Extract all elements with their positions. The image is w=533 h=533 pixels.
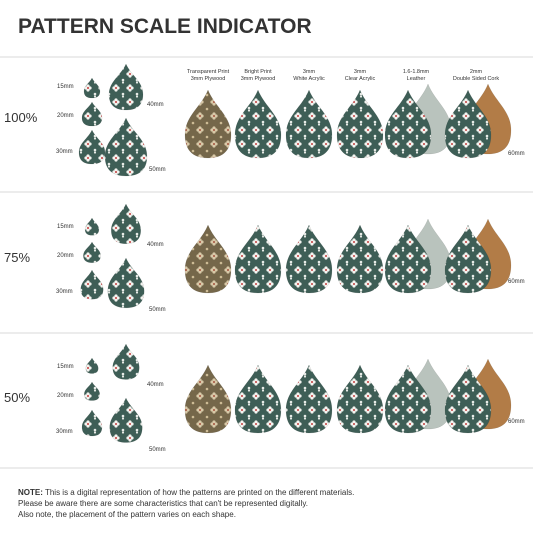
material-label: Transparent Print bbox=[187, 69, 230, 75]
teardrop bbox=[109, 397, 143, 443]
material-label: Bright Print bbox=[244, 69, 272, 75]
teardrop bbox=[384, 224, 432, 294]
teardrop bbox=[384, 89, 432, 159]
teardrop bbox=[336, 224, 384, 294]
teardrop bbox=[336, 364, 384, 434]
size-label: 50mm bbox=[149, 307, 166, 313]
size-label: 30mm bbox=[56, 429, 73, 435]
material-label: 3mm Plywood bbox=[191, 76, 226, 82]
teardrop bbox=[285, 364, 333, 434]
size-label: 15mm bbox=[57, 224, 74, 230]
material-label: 3mm bbox=[354, 69, 367, 75]
note-line: Also note, the placement of the pattern … bbox=[18, 510, 236, 519]
teardrop bbox=[81, 409, 103, 437]
material-label: 1.6-1.8mm bbox=[403, 69, 430, 75]
teardrop bbox=[184, 224, 232, 294]
teardrop bbox=[104, 117, 148, 177]
teardrop bbox=[85, 357, 99, 374]
size-label: 40mm bbox=[147, 242, 164, 248]
teardrop bbox=[83, 77, 101, 99]
teardrop bbox=[444, 364, 492, 434]
teardrop bbox=[184, 89, 232, 159]
teardrop bbox=[81, 101, 103, 127]
teardrop bbox=[83, 381, 101, 401]
note-label: NOTE: bbox=[18, 488, 43, 497]
size-label: 20mm bbox=[57, 253, 74, 259]
size-label: 50mm bbox=[149, 447, 166, 453]
teardrop bbox=[234, 224, 282, 294]
teardrop bbox=[444, 224, 492, 294]
material-label: Double Sided Cork bbox=[453, 76, 499, 82]
teardrop bbox=[110, 203, 142, 244]
teardrop bbox=[234, 89, 282, 159]
material-label: Leather bbox=[407, 76, 426, 82]
scale-label: 75% bbox=[4, 250, 30, 265]
material-label: 3mm bbox=[303, 69, 316, 75]
teardrop bbox=[112, 343, 140, 380]
teardrop bbox=[384, 364, 432, 434]
note-line: Please be aware there are some character… bbox=[18, 499, 308, 508]
teardrop bbox=[107, 257, 145, 309]
teardrop bbox=[83, 241, 101, 263]
size-label: 30mm bbox=[56, 149, 73, 155]
teardrop bbox=[80, 269, 104, 300]
scale-label: 100% bbox=[4, 110, 38, 125]
size-label: 15mm bbox=[57, 84, 74, 90]
material-label: White Acrylic bbox=[293, 76, 325, 82]
teardrop bbox=[444, 89, 492, 159]
teardrop bbox=[285, 224, 333, 294]
teardrop bbox=[336, 89, 384, 159]
size-label: 15mm bbox=[57, 364, 74, 370]
size-label: 20mm bbox=[57, 113, 74, 119]
teardrop bbox=[234, 364, 282, 434]
teardrop bbox=[285, 89, 333, 159]
size-label: 40mm bbox=[147, 102, 164, 108]
teardrop bbox=[184, 364, 232, 434]
teardrop bbox=[78, 129, 106, 165]
material-label: 3mm Plywood bbox=[241, 76, 276, 82]
teardrop bbox=[108, 63, 144, 111]
size-label: 40mm bbox=[147, 382, 164, 388]
size-label: 30mm bbox=[56, 289, 73, 295]
size-label: 60mm bbox=[508, 419, 525, 425]
title: PATTERN SCALE INDICATOR bbox=[18, 15, 312, 38]
note-line: NOTE: This is a digital representation o… bbox=[18, 488, 354, 497]
material-label: 2mm bbox=[470, 69, 483, 75]
scale-label: 50% bbox=[4, 390, 30, 405]
size-label: 50mm bbox=[149, 167, 166, 173]
teardrop bbox=[84, 217, 100, 236]
material-label: Clear Acrylic bbox=[345, 76, 376, 82]
size-label: 60mm bbox=[508, 279, 525, 285]
note-text: This is a digital representation of how … bbox=[45, 488, 354, 497]
size-label: 60mm bbox=[508, 151, 525, 157]
size-label: 20mm bbox=[57, 393, 74, 399]
